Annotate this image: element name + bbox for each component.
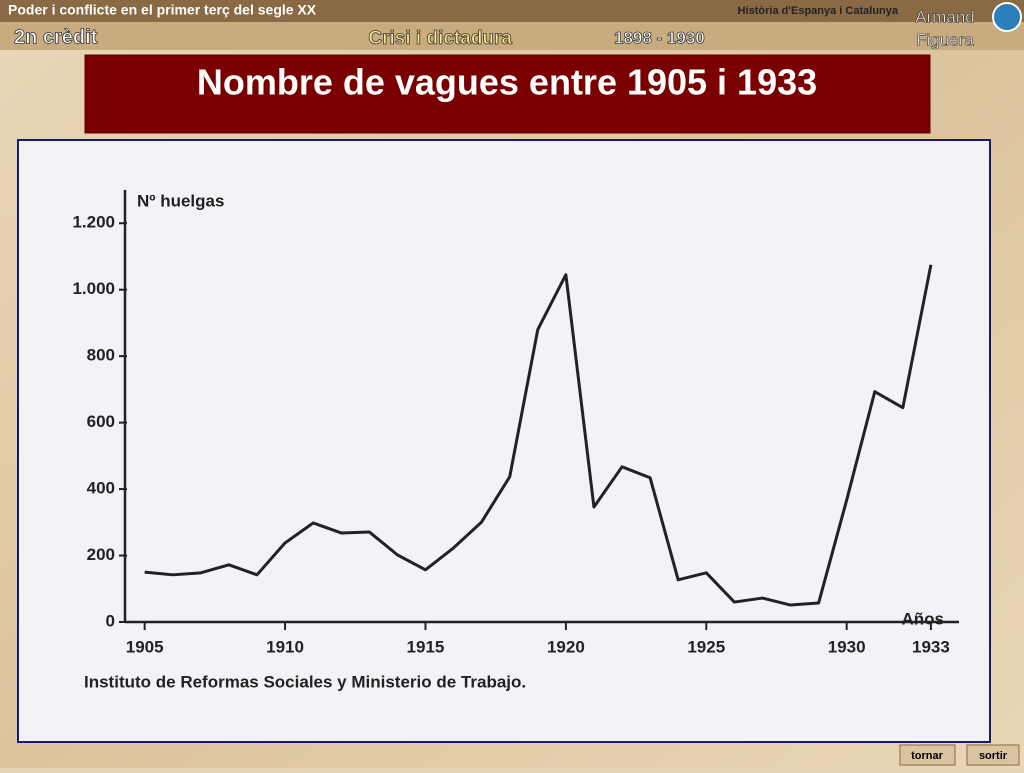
chart-title: Nombre de vagues entre 1905 i 1933 — [197, 62, 817, 103]
author: Armand — [915, 7, 975, 26]
author: Figuera — [916, 30, 974, 49]
credit: 2n crèdit — [14, 26, 98, 48]
logo — [992, 2, 1022, 32]
x-axis-label: Años — [902, 609, 945, 628]
chart-panel — [17, 139, 991, 743]
plot: Nº huelgas Años Instituto de Reformas Soci… — [72, 190, 959, 691]
period: 1898 - 1930 — [614, 28, 705, 47]
subject: Història d'Espanya i Catalunya — [738, 5, 899, 17]
y-axis-label: Nº huelgas — [137, 191, 224, 210]
x-tick-label: 1920 — [547, 637, 585, 656]
y-tick-label: 400 — [87, 479, 115, 498]
back-button[interactable] — [899, 744, 956, 766]
x-tick-label: 1905 — [126, 637, 164, 656]
x-tick-label: 1910 — [266, 637, 304, 656]
x-tick-label: 1925 — [687, 637, 725, 656]
exit-label[interactable]: sortir — [979, 750, 1008, 762]
unit: Crisi i dictadura — [368, 28, 512, 49]
x-tick-label: 1930 — [828, 637, 866, 656]
y-tick-label: 800 — [87, 346, 115, 365]
source: Instituto de Reformas Sociales y Ministe… — [84, 672, 526, 691]
title-banner — [84, 54, 931, 134]
y-tick-label: 200 — [87, 545, 115, 564]
second-bar — [0, 22, 1024, 50]
series-line — [144, 264, 933, 607]
exit-button[interactable] — [966, 744, 1020, 766]
y-tick-label: 1.000 — [72, 279, 115, 298]
y-tick-label: 1.200 — [72, 213, 115, 232]
y-tick-label: 600 — [87, 412, 115, 431]
x-tick-label: 1915 — [407, 637, 445, 656]
x-tick-label: 1933 — [912, 637, 950, 656]
course-title: Poder i conflicte en el primer terç del … — [8, 2, 317, 18]
back-label[interactable]: tornar — [911, 750, 944, 762]
top-bar — [0, 0, 1024, 22]
y-tick-label: 0 — [106, 611, 115, 630]
